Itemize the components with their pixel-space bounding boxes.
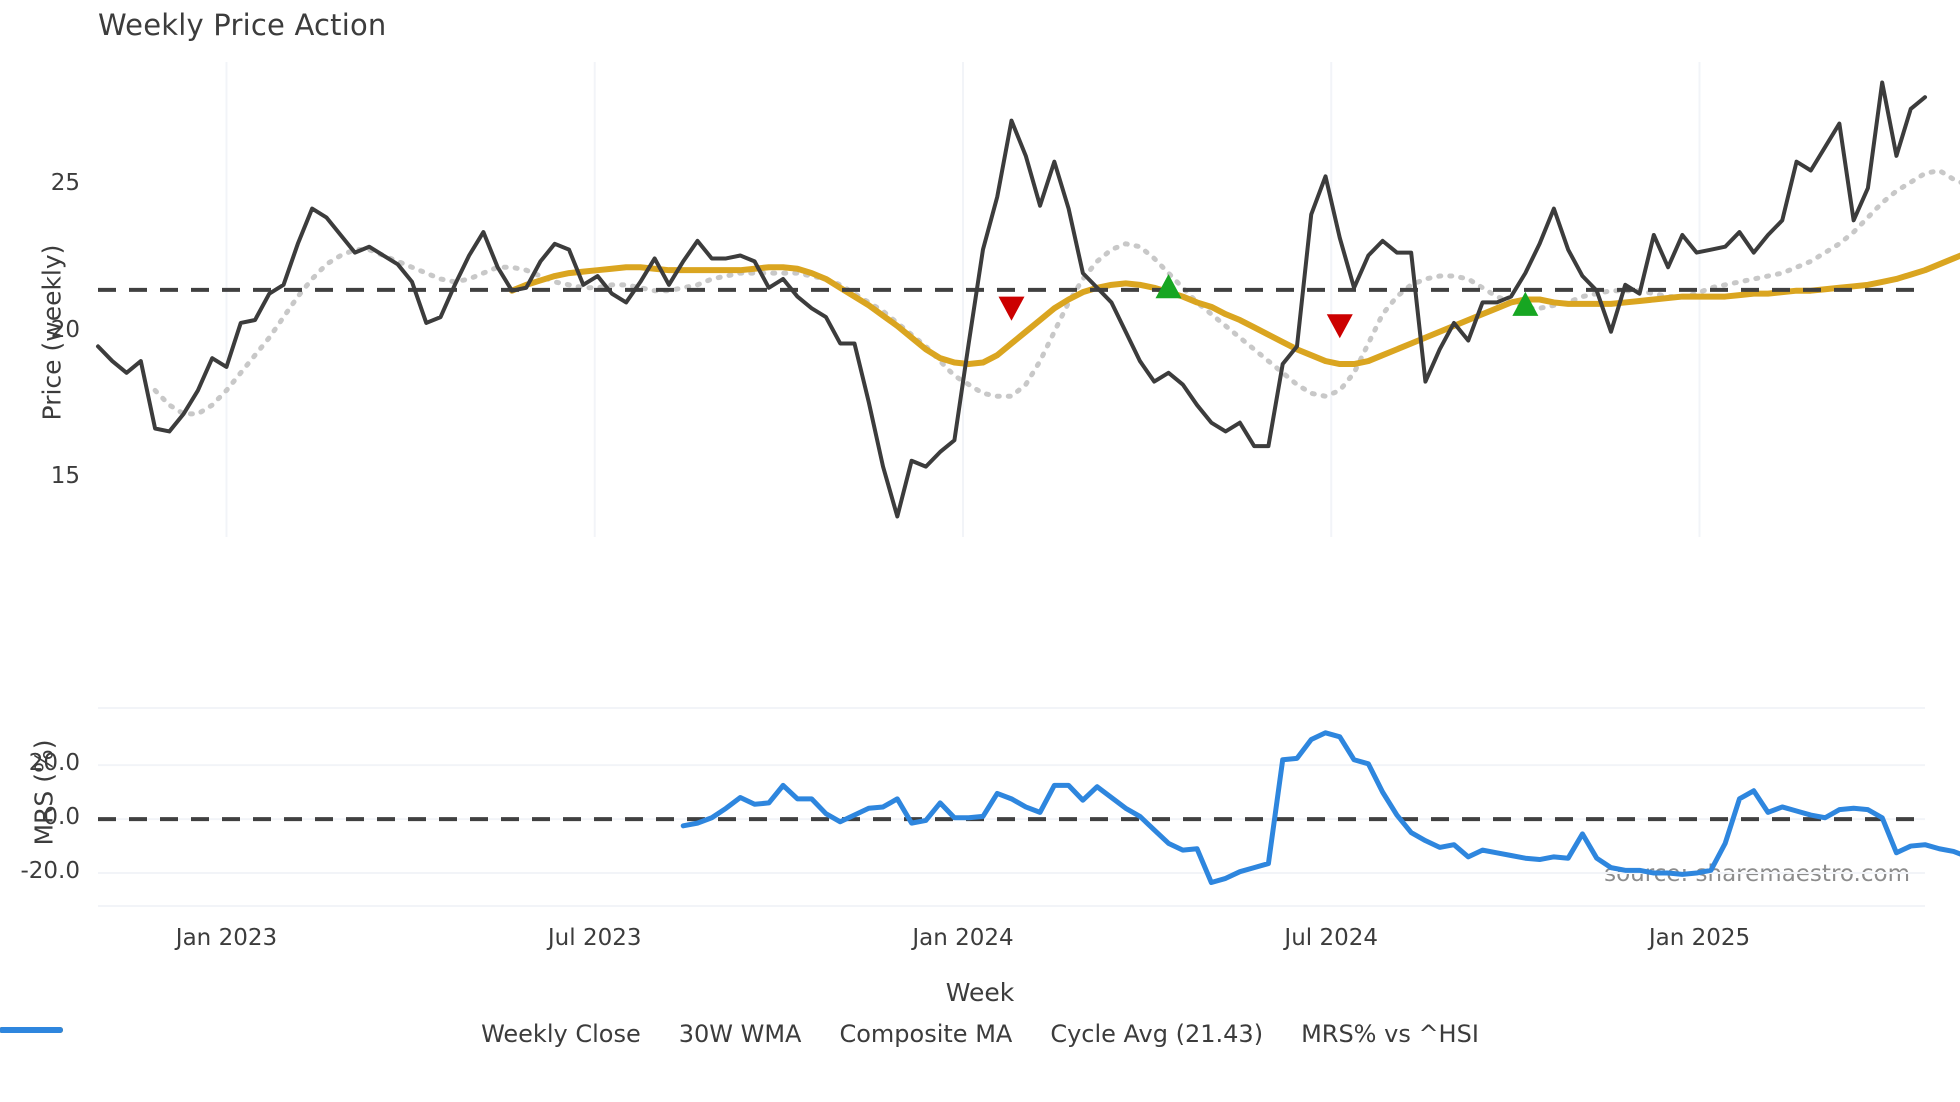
price-ytick-0: 15 xyxy=(50,463,80,490)
series-30w-wma xyxy=(508,252,1960,368)
legend-swatch-4 xyxy=(0,1027,63,1033)
x-tick-1: Jul 2023 xyxy=(547,925,642,951)
sell-marker-2 xyxy=(1326,314,1353,339)
x-axis-label: Week xyxy=(945,978,1015,1007)
legend-item-3[interactable]: Cycle Avg (21.43) xyxy=(0,1020,1264,1048)
mrs-ytick-1: 0.0 xyxy=(43,804,80,831)
mrs-ytick-0: -20.0 xyxy=(20,858,80,885)
legend-item-2[interactable]: Composite MA xyxy=(0,1020,1013,1048)
x-tick-4: Jan 2025 xyxy=(1648,925,1751,951)
legend-item-4[interactable]: MRS% vs ^HSI xyxy=(0,1020,1479,1048)
x-tick-3: Jul 2024 xyxy=(1284,925,1379,951)
mrs-ytick-2: 20.0 xyxy=(28,750,80,777)
page-title: Weekly Price Action xyxy=(98,8,387,42)
series-mrs xyxy=(680,730,1960,885)
legend-label-1: 30W WMA xyxy=(678,1020,802,1048)
series-composite-ma xyxy=(152,167,1960,417)
legend-item-1[interactable]: 30W WMA xyxy=(0,1020,802,1048)
legend-label-4: MRS% vs ^HSI xyxy=(1301,1020,1479,1048)
sell-marker-0 xyxy=(998,296,1025,321)
mrs-grid-lines xyxy=(98,707,1925,907)
buy-marker-1 xyxy=(1155,274,1182,299)
chart-legend: Weekly Close 30W WMA Composite MA Cycle Avg… xyxy=(0,1020,1960,1048)
x-tick-0: Jan 2023 xyxy=(175,925,278,951)
legend-label-0: Weekly Close xyxy=(481,1020,641,1048)
buy-marker-3 xyxy=(1512,291,1539,316)
series-weekly-close xyxy=(96,80,1927,519)
x-tick-2: Jan 2024 xyxy=(912,925,1014,951)
legend-item-0[interactable]: Weekly Close xyxy=(0,1020,641,1048)
price-ytick-1: 20 xyxy=(50,316,80,343)
price-ytick-2: 25 xyxy=(50,170,80,197)
legend-label-2: Composite MA xyxy=(839,1020,1013,1048)
legend-label-3: Cycle Avg (21.43) xyxy=(1050,1020,1264,1048)
